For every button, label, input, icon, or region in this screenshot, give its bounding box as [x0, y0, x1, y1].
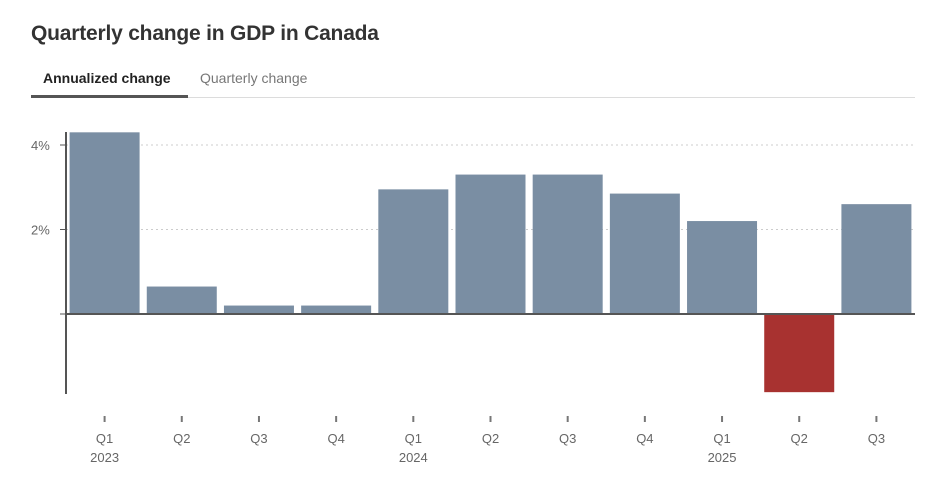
x-tick-label: Q3 — [250, 431, 267, 446]
y-tick-label: 2% — [31, 223, 50, 238]
bar — [146, 286, 217, 314]
bar — [841, 204, 912, 314]
y-tick-label: 4% — [31, 138, 50, 153]
x-tick-label: Q1 — [405, 431, 422, 446]
bar — [687, 221, 758, 314]
x-year-label: 2025 — [708, 450, 737, 465]
x-tick-label: Q2 — [482, 431, 499, 446]
x-tick-label: Q2 — [173, 431, 190, 446]
bar — [764, 314, 835, 393]
x-tick-label: Q4 — [636, 431, 653, 446]
active-tab-indicator — [31, 95, 188, 98]
bar — [301, 305, 372, 314]
bar — [455, 174, 526, 314]
tab-divider — [31, 97, 915, 98]
x-year-label: 2024 — [399, 450, 428, 465]
bar — [378, 189, 449, 314]
tab-quarterly-change[interactable]: Quarterly change — [200, 70, 308, 86]
bar — [532, 174, 603, 314]
x-tick-label: Q3 — [868, 431, 885, 446]
bar — [69, 132, 140, 314]
x-tick-label: Q1 — [713, 431, 730, 446]
tab-bar: Annualized change Quarterly change — [31, 62, 915, 98]
x-year-label: 2023 — [90, 450, 119, 465]
x-tick-label: Q1 — [96, 431, 113, 446]
tab-annualized-change[interactable]: Annualized change — [43, 70, 171, 86]
x-tick-label: Q4 — [327, 431, 344, 446]
bar — [223, 305, 294, 314]
bar — [609, 193, 680, 314]
x-tick-label: Q3 — [559, 431, 576, 446]
chart-title: Quarterly change in GDP in Canada — [31, 22, 379, 45]
x-tick-label: Q2 — [791, 431, 808, 446]
